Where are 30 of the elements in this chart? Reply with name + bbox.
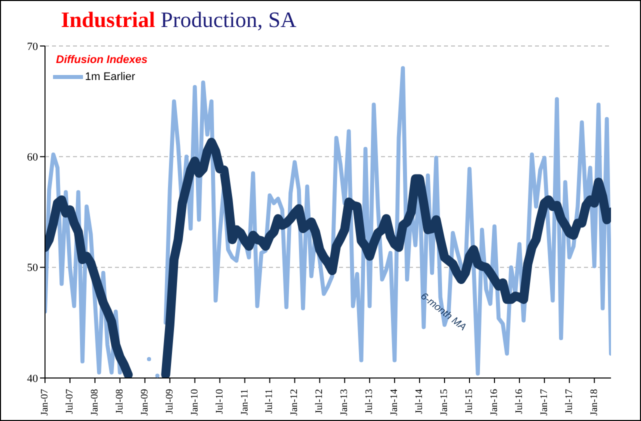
y-tick-label: 50 (27, 262, 38, 274)
chart-title: Industrial Production, SA (61, 7, 296, 32)
annotation: Diffusion Indexes (56, 54, 148, 66)
x-tick-label: Jul-07 (64, 389, 76, 414)
x-tick-label: Jul-10 (214, 389, 226, 414)
x-tick-label: Jan-10 (189, 389, 200, 416)
x-tick-label: Jul-15 (464, 389, 475, 414)
x-tick-label: Jul-09 (164, 389, 176, 414)
x-tick-label: Jan-07 (40, 389, 50, 416)
x-tick-label: Jan-15 (439, 389, 450, 416)
x-tick-label: Jan-17 (538, 389, 550, 416)
x-tick-label: Jul-11 (264, 389, 276, 414)
x-tick-label: Jan-11 (239, 389, 250, 416)
x-tick-label: Jul-12 (314, 389, 326, 414)
x-tick-label: Jul-14 (414, 389, 426, 414)
y-tick-label: 70 (27, 40, 38, 53)
x-tick-label: Jan-08 (89, 389, 100, 416)
y-tick-label: 40 (27, 372, 38, 385)
x-tick-label: Jan-09 (139, 389, 150, 416)
x-tick-label: Jan-12 (289, 389, 300, 416)
y-tick-label: 60 (27, 152, 38, 164)
x-tick-label: Jul-13 (364, 389, 376, 414)
x-tick-label: Jul-17 (564, 389, 575, 414)
x-tick-label: Jan-18 (588, 389, 600, 416)
x-tick-label: Jul-08 (114, 389, 126, 414)
x-tick-label: Jul-16 (514, 389, 525, 414)
x-tick-label: Jan-13 (339, 389, 350, 416)
x-tick-label: Jan-14 (389, 389, 400, 416)
x-tick-label: Jan-16 (488, 389, 500, 416)
legend-label: 1m Earlier (85, 71, 136, 83)
